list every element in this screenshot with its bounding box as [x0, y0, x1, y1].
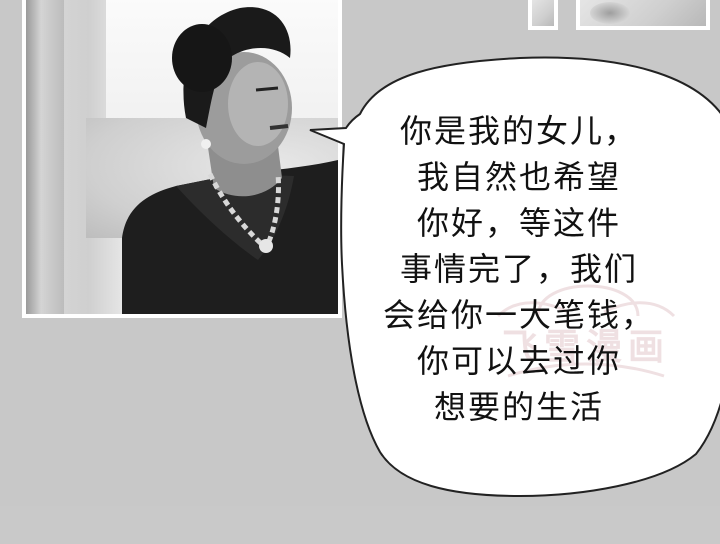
photo-panel-small	[528, 0, 558, 30]
door-frame	[26, 0, 64, 314]
speech-bubble	[309, 56, 720, 498]
speech-line: 你是我的女儿，	[399, 112, 638, 150]
photo-panel-woman	[22, 0, 342, 318]
woman-figure	[122, 7, 338, 314]
speech-bubble-text: 你是我的女儿， 我自然也希望 你好，等这件 事情完了，我们 会给你一大笔钱， 你…	[364, 108, 674, 430]
speech-line: 你好，等这件	[416, 204, 621, 242]
speech-line: 事情完了，我们	[399, 250, 638, 288]
photo-panel-topright	[576, 0, 710, 30]
speech-line: 你可以去过你	[416, 342, 621, 380]
panel-detail	[590, 2, 630, 24]
speech-line: 我自然也希望	[416, 158, 621, 196]
comic-page: 飞雪漫画 你是我的女儿， 我自然也希望 你好，等这件 事情完了，我们 会给你一大…	[22, 0, 720, 498]
speech-line: 会给你一大笔钱，	[382, 296, 655, 334]
watermark-logo: 飞雪漫画	[478, 256, 694, 386]
speech-line: 想要的生活	[433, 388, 604, 426]
watermark-text: 飞雪漫画	[501, 327, 670, 368]
